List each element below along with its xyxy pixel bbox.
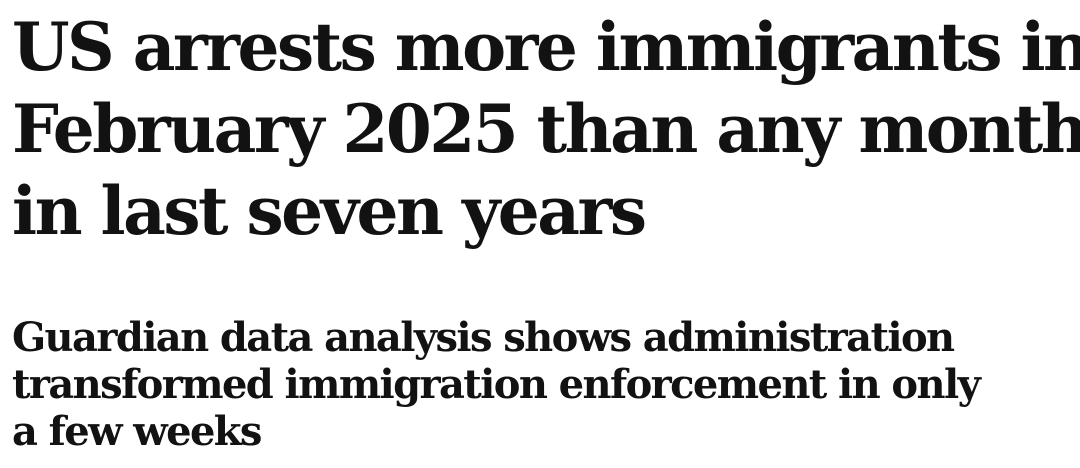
article-header: US arrests more immigrants in February 2… <box>12 0 1080 455</box>
headline-line: in last seven years <box>12 172 647 250</box>
headline-line: February 2025 than any month <box>12 90 1080 168</box>
standfirst-line: Guardian data analysis shows administrat… <box>12 314 955 361</box>
standfirst-line: transformed immigration enforcement in o… <box>12 361 981 408</box>
standfirst: Guardian data analysis shows administrat… <box>12 314 1012 455</box>
headline-line: US arrests more immigrants in <box>12 8 1080 86</box>
headline: US arrests more immigrants in February 2… <box>12 0 1080 252</box>
standfirst-line: a few weeks <box>12 408 262 455</box>
